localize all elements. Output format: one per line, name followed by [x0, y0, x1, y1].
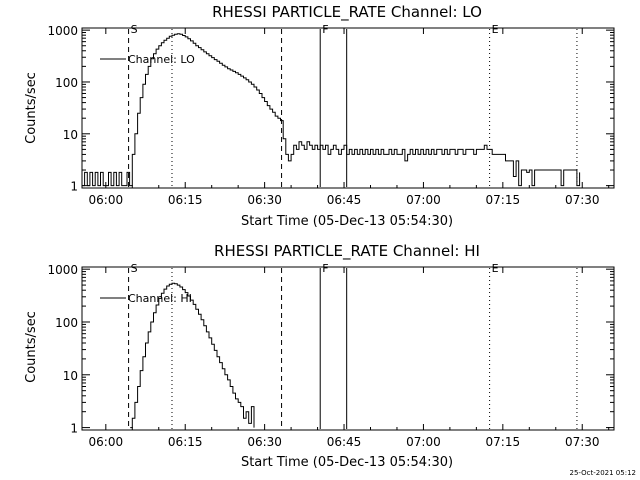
x-tick-label: 06:15 [168, 435, 203, 449]
marker-label-e: E [492, 23, 499, 36]
marker-label-e: E [492, 262, 499, 275]
panel-lo: RHESSI PARTICLE_RATE Channel: LO S F E 06:… [24, 3, 615, 229]
axis-ticks-hi: 06:00 06:15 06:30 06:45 07:00 07:15 07:30 1 10 10… [47, 263, 614, 449]
marker-label-f: F [322, 23, 328, 36]
plot-frame-hi [81, 266, 615, 431]
y-tick-label: 10 [63, 128, 78, 142]
panel-hi: RHESSI PARTICLE_RATE Channel: HI S F E 06:… [24, 242, 615, 470]
chart-title-lo: RHESSI PARTICLE_RATE Channel: LO [212, 3, 482, 22]
legend-label-lo: Channel: LO [128, 53, 195, 66]
x-tick-label: 07:30 [565, 193, 600, 207]
y-tick-label: 1000 [47, 263, 78, 277]
marker-label-f: F [322, 262, 328, 275]
x-axis-label-lo: Start Time (05-Dec-13 05:54:30) [241, 214, 453, 229]
axis-ticks-lo: 06:00 06:15 06:30 06:45 07:00 07:15 07:30 1 10 10… [47, 24, 614, 207]
x-tick-label: 07:15 [486, 435, 521, 449]
y-tick-label: 100 [55, 316, 78, 330]
footer-timestamp: 25-Oct-2021 05:12 [570, 469, 636, 477]
x-tick-label: 06:15 [168, 193, 203, 207]
y-tick-label: 1000 [47, 24, 78, 38]
chart-title-hi: RHESSI PARTICLE_RATE Channel: HI [214, 242, 480, 261]
x-tick-label: 06:00 [89, 435, 124, 449]
x-tick-label: 06:45 [327, 435, 362, 449]
y-axis-label-lo: Counts/sec [24, 72, 39, 144]
legend-label-hi: Channel: HI [128, 292, 192, 305]
plot-frame-lo [81, 27, 615, 189]
marker-label-s: S [131, 23, 138, 36]
x-tick-label: 06:30 [247, 193, 282, 207]
y-axis-label-hi: Counts/sec [24, 311, 39, 383]
series-line-lo [82, 33, 581, 187]
x-axis-label-hi: Start Time (05-Dec-13 05:54:30) [241, 455, 453, 470]
y-tick-label: 100 [55, 76, 78, 90]
x-tick-label: 06:30 [247, 435, 282, 449]
series-line-hi [130, 282, 255, 429]
y-tick-label: 1 [70, 422, 78, 436]
x-tick-label: 07:15 [486, 193, 521, 207]
x-tick-label: 06:45 [327, 193, 362, 207]
y-tick-label: 1 [70, 180, 78, 194]
x-tick-label: 07:00 [406, 435, 441, 449]
y-tick-label: 10 [63, 369, 78, 383]
x-tick-label: 07:30 [565, 435, 600, 449]
marker-label-s: S [131, 262, 138, 275]
x-tick-label: 06:00 [89, 193, 124, 207]
x-tick-label: 07:00 [406, 193, 441, 207]
